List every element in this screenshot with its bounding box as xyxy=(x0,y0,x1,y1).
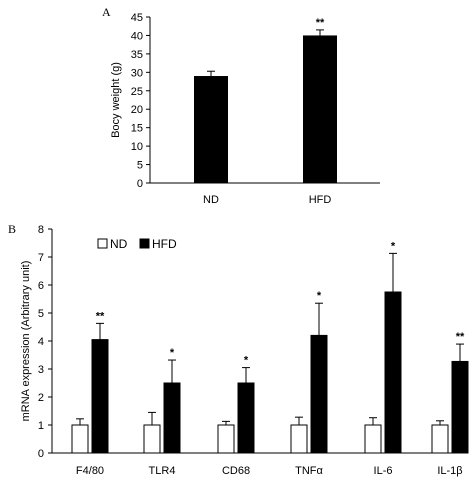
legend-label-nd: ND xyxy=(110,237,128,251)
y-tick-label-a: 45 xyxy=(131,12,143,24)
bar-a-hfd xyxy=(303,35,337,183)
x-tick-label-b: TNFα xyxy=(295,465,323,477)
bar-hfd xyxy=(237,382,255,454)
legend-label-hfd: HFD xyxy=(152,237,177,251)
x-tick-label-b: F4/80 xyxy=(76,465,104,477)
x-tick-label-b: IL-6 xyxy=(374,465,393,477)
y-tick-label-a: 15 xyxy=(131,123,143,135)
bar-nd xyxy=(290,424,308,454)
y-tick-label-a: 30 xyxy=(131,67,143,79)
y-tick-label-b: 0 xyxy=(38,448,44,460)
x-tick-label-b: TLR4 xyxy=(149,465,176,477)
bar-nd xyxy=(364,424,382,454)
legend-swatch-hfd xyxy=(139,238,150,249)
significance-marker-b: * xyxy=(244,355,249,367)
y-tick-label-a: 25 xyxy=(131,86,143,98)
y-tick-label-b: 3 xyxy=(38,364,44,376)
y-tick-label-b: 7 xyxy=(38,252,44,264)
x-tick-label-b: IL-1β xyxy=(437,465,462,477)
y-tick-label-b: 5 xyxy=(38,308,44,320)
x-tick-label-b: CD68 xyxy=(222,465,250,477)
y-tick-label-b: 4 xyxy=(38,336,44,348)
panel-label-b: B xyxy=(8,222,16,236)
bar-hfd xyxy=(384,291,402,454)
y-tick-label-b: 2 xyxy=(38,392,44,404)
bar-nd xyxy=(217,424,235,454)
bar-nd xyxy=(431,424,449,454)
y-axis-label-a: Bocy weight (g) xyxy=(110,62,122,138)
significance-marker-b: * xyxy=(391,240,396,252)
y-tick-label-a: 10 xyxy=(131,141,143,153)
bar-hfd xyxy=(91,339,109,454)
x-tick-label-a: ND xyxy=(203,194,219,206)
y-tick-label-b: 8 xyxy=(38,224,44,236)
significance-marker-b: ** xyxy=(456,331,465,343)
x-tick-label-a: HFD xyxy=(309,194,332,206)
significance-marker-b: * xyxy=(170,347,175,359)
y-tick-label-b: 1 xyxy=(38,420,44,432)
y-tick-label-a: 40 xyxy=(131,30,143,42)
bar-nd xyxy=(143,424,161,454)
bar-hfd xyxy=(163,382,181,454)
significance-marker-a: ** xyxy=(316,17,325,29)
y-tick-label-b: 6 xyxy=(38,280,44,292)
y-tick-label-a: 20 xyxy=(131,104,143,116)
bar-nd xyxy=(71,424,89,454)
panel-label-a: A xyxy=(102,5,111,19)
bar-hfd xyxy=(451,360,469,454)
y-tick-label-a: 35 xyxy=(131,49,143,61)
bar-hfd xyxy=(310,334,328,454)
significance-marker-b: * xyxy=(317,290,322,302)
bar-a-nd xyxy=(194,76,228,183)
y-tick-label-a: 5 xyxy=(137,160,143,172)
y-tick-label-a: 0 xyxy=(137,178,143,190)
y-axis-label-b: mRNA expression (Arbitrary unit) xyxy=(20,261,32,422)
legend-swatch-nd xyxy=(97,238,108,249)
significance-marker-b: ** xyxy=(96,310,105,322)
